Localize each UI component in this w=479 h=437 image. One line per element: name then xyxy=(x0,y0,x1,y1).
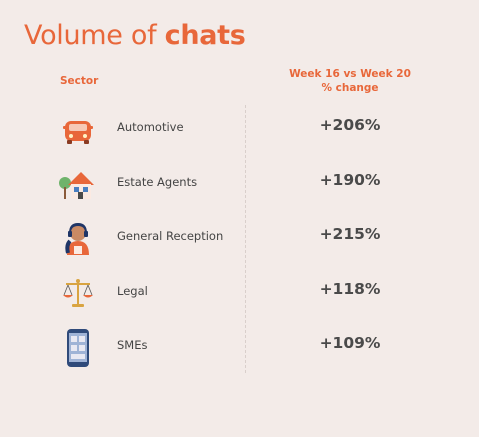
header-change-line2: % change xyxy=(321,82,379,94)
sector-label: Automotive xyxy=(117,120,184,134)
sector-label: Estate Agents xyxy=(117,174,198,189)
car-icon xyxy=(56,108,100,152)
title-bold: chats xyxy=(164,20,246,51)
table-row: Legal +118% xyxy=(0,272,479,322)
house-icon xyxy=(56,163,100,207)
sector-label: Legal xyxy=(117,283,148,298)
header-change: Week 16 vs Week 20 % change xyxy=(282,67,418,95)
table-row: Estate Agents +190% xyxy=(0,163,479,213)
scales-icon xyxy=(56,272,100,316)
change-value: +190% xyxy=(319,170,381,189)
table-row: SMEs +109% xyxy=(0,326,479,376)
change-value: +206% xyxy=(319,116,381,134)
title-prefix: Volume of xyxy=(24,20,165,51)
header-change-line1: Week 16 vs Week 20 xyxy=(289,68,411,80)
sector-label: SMEs xyxy=(117,338,148,352)
change-value: +109% xyxy=(319,334,381,352)
receptionist-icon xyxy=(56,217,100,261)
change-value: +215% xyxy=(319,225,381,243)
chart-title: Volume of chats xyxy=(24,20,246,51)
phone-icon xyxy=(56,326,100,370)
sector-label: General Reception xyxy=(117,229,224,243)
table-row: Automotive +206% xyxy=(0,108,479,158)
change-value: +118% xyxy=(319,279,381,298)
table-row: General Reception +215% xyxy=(0,217,479,267)
column-divider xyxy=(245,105,246,373)
header-sector: Sector xyxy=(60,75,99,87)
